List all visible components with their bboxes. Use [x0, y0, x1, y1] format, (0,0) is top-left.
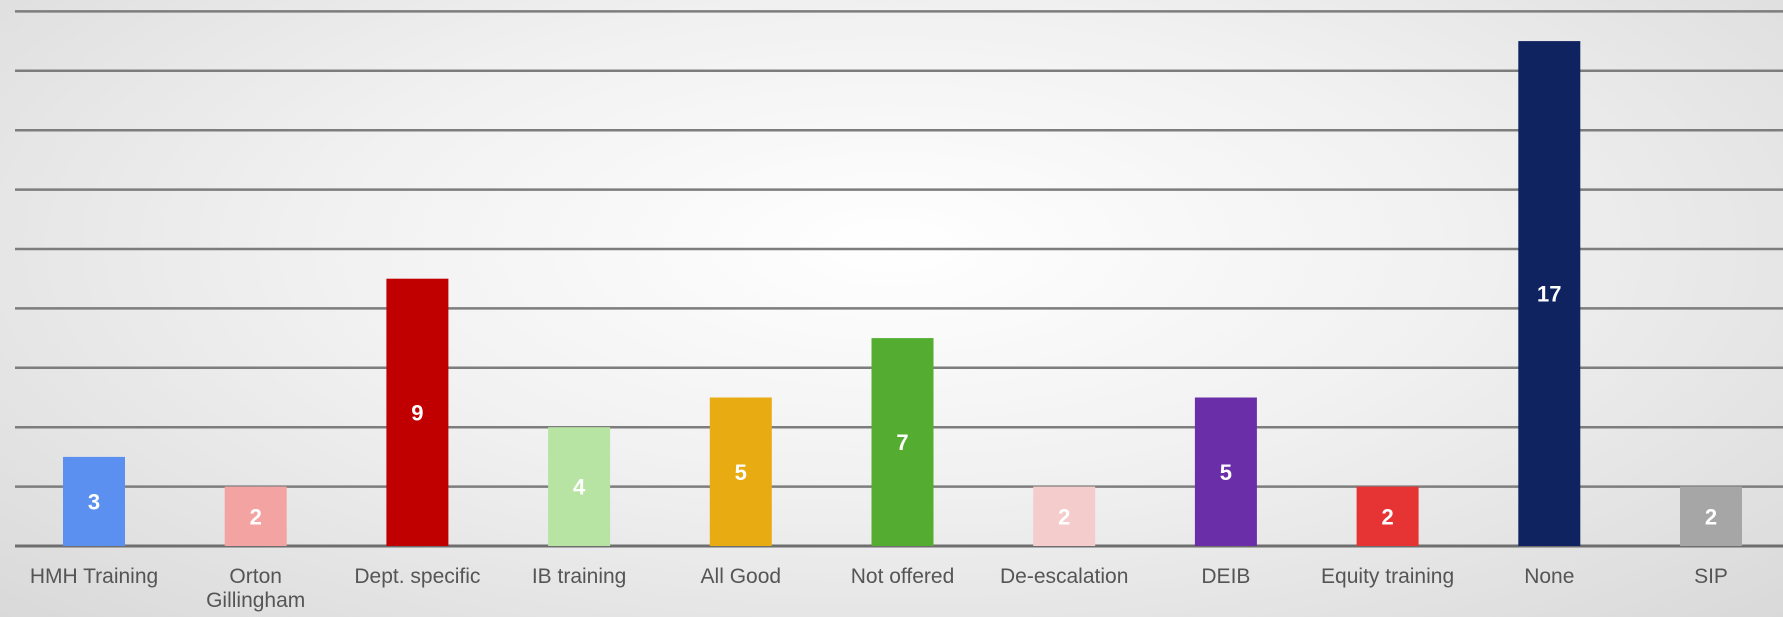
- x-tick-label: De-escalation: [1000, 565, 1128, 588]
- data-label: 17: [1537, 282, 1561, 307]
- data-label: 5: [1220, 460, 1232, 485]
- data-label: 9: [411, 400, 423, 425]
- bar-ib-training: [548, 427, 611, 546]
- bar-hmh-training: [63, 456, 125, 546]
- x-tick-label: HMH Training: [30, 565, 158, 588]
- x-tick-label: Orton Gillingham: [206, 565, 305, 612]
- bar-all-good: [709, 397, 772, 546]
- bar-de-escalation: [1033, 486, 1096, 546]
- bar-deib: [1194, 397, 1257, 546]
- data-label: 4: [573, 475, 586, 500]
- x-tick-label: All Good: [701, 565, 782, 588]
- x-tick-label: DEIB: [1201, 565, 1250, 588]
- x-tick-label: Not offered: [851, 565, 955, 588]
- data-label: 5: [735, 460, 747, 485]
- bar-equity-training: [1356, 486, 1419, 546]
- data-label: 2: [1705, 504, 1717, 529]
- x-tick-label: Equity training: [1321, 565, 1454, 588]
- data-labels: 3 2 9 4 5 7 2 5 2 17 2: [88, 282, 1717, 530]
- data-label: 2: [250, 504, 262, 529]
- data-label: 2: [1058, 504, 1070, 529]
- bar-sip: [1680, 486, 1742, 546]
- bar-not-offered: [871, 338, 934, 546]
- bar-orton-gillingham: [224, 486, 287, 546]
- x-tick-label: SIP: [1694, 565, 1728, 588]
- x-tick-label: None: [1524, 565, 1574, 588]
- x-tick-label: IB training: [532, 565, 627, 588]
- gridlines: [15, 10, 1783, 548]
- x-tick-labels: HMH Training Orton Gillingham Dept. specifi…: [30, 565, 1728, 612]
- x-tick-label: Dept. specific: [354, 565, 480, 588]
- bar-dept-specific: [386, 278, 449, 546]
- bar-none: [1518, 41, 1581, 546]
- data-label: 3: [88, 489, 100, 514]
- bars: [63, 41, 1742, 546]
- data-label: 2: [1381, 504, 1393, 529]
- data-label: 7: [896, 430, 908, 455]
